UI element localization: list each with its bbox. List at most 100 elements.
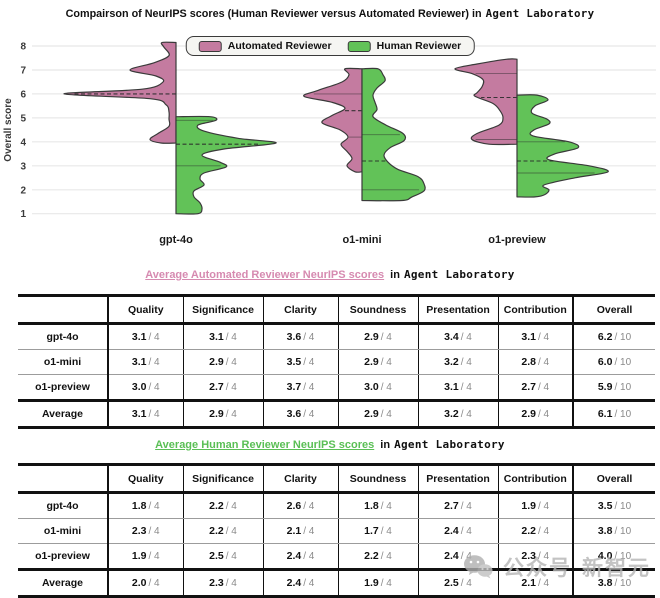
score-cell: 2.4/ 4 xyxy=(262,568,338,598)
score-cell: 2.0/ 4 xyxy=(107,568,183,598)
score-value: 6.0 xyxy=(597,356,613,368)
score-cell: 2.9/ 4 xyxy=(182,399,263,429)
score-value: 1.9 xyxy=(521,500,536,512)
score-value: 2.7 xyxy=(444,500,459,512)
score-value: 2.1 xyxy=(521,577,536,589)
header-row: Quality Significance Clarity Soundness Prese… xyxy=(18,294,655,325)
score-denominator: / 4 xyxy=(148,332,160,343)
score-denominator: / 10 xyxy=(614,578,632,589)
score-value: 3.4 xyxy=(444,331,459,343)
score-denominator: / 4 xyxy=(148,578,160,589)
score-cell: 2.7/ 4 xyxy=(497,374,573,401)
score-denominator: / 4 xyxy=(460,501,472,512)
watermark-text-2: 新智元 xyxy=(582,557,651,580)
chart-title-code: Agent Laboratory xyxy=(485,7,595,20)
column-header-quality: Quality xyxy=(107,294,183,325)
automated-reviewer-table: Quality Significance Clarity Soundness Prese… xyxy=(18,294,655,429)
score-value: 3.2 xyxy=(444,356,459,368)
score-value: 3.5 xyxy=(597,500,613,512)
chart-title: Compairson of NeurIPS scores (Human Revi… xyxy=(0,7,660,20)
score-cell: 6.1/ 10 xyxy=(572,399,655,429)
score-value: 2.4 xyxy=(286,550,302,562)
score-value: 2.1 xyxy=(286,525,302,537)
table1-title: Average Automated Reviewer NeurIPS score… xyxy=(0,268,660,281)
score-cell: 3.1/ 4 xyxy=(107,349,183,375)
score-cell: 6.0/ 10 xyxy=(572,349,655,375)
violin-gpt-4o-automated-reviewer xyxy=(63,41,177,144)
row-label: o1-mini xyxy=(18,518,108,544)
corner-cell xyxy=(18,463,108,494)
score-denominator: / 4 xyxy=(225,357,237,368)
score-denominator: / 4 xyxy=(537,382,550,393)
score-cell: 1.9/ 4 xyxy=(337,568,418,598)
score-cell: 3.8/ 10 xyxy=(572,518,655,544)
table-row-o1-preview: o1-preview 3.0/ 4 2.7/ 4 3.7/ 4 3.0/ 4 3.1/ 4… xyxy=(18,374,655,401)
y-tick-label-8: 8 xyxy=(20,42,26,53)
score-value: 2.9 xyxy=(364,408,379,420)
score-denominator: / 4 xyxy=(148,357,160,368)
violin-gpt-4o-human-reviewer xyxy=(175,115,277,215)
automated-reviewer-swatch xyxy=(198,40,222,52)
y-tick-label-2: 2 xyxy=(20,185,26,196)
score-cell: 3.7/ 4 xyxy=(262,374,338,401)
score-cell: 3.0/ 4 xyxy=(107,374,183,401)
score-denominator: / 4 xyxy=(225,409,237,420)
score-cell: 2.4/ 4 xyxy=(417,518,498,544)
violin-chart-svg: 1 2 3 4 5 6 7 8 Overall score gpt-4o o1-mini o1-pre… xyxy=(3,41,656,246)
watermark-text-1: 公众号 xyxy=(503,557,572,580)
score-denominator: / 4 xyxy=(303,551,315,562)
table-row-gpt-4o: gpt-4o 3.1/ 4 3.1/ 4 3.6/ 4 2.9/ 4 3.4/ 4 3.1/… xyxy=(18,323,655,350)
score-denominator: / 10 xyxy=(614,332,632,343)
score-cell: 3.1/ 4 xyxy=(107,399,183,429)
column-header-significance: Significance xyxy=(182,463,263,494)
score-value: 3.1 xyxy=(131,331,147,343)
score-denominator: / 4 xyxy=(537,551,550,562)
score-value: 1.7 xyxy=(364,525,379,537)
score-value: 3.1 xyxy=(444,381,459,393)
score-cell: 2.7/ 4 xyxy=(182,374,263,401)
score-cell: 1.9/ 4 xyxy=(107,543,183,570)
score-cell: 3.5/ 10 xyxy=(572,492,655,519)
row-label: Average xyxy=(18,568,108,598)
score-cell: 2.5/ 4 xyxy=(182,543,263,570)
column-header-soundness: Soundness xyxy=(337,294,418,325)
x-category-label-gpt-4o: gpt-4o xyxy=(159,234,193,246)
score-cell: 2.3/ 4 xyxy=(182,568,263,598)
score-value: 2.4 xyxy=(444,525,459,537)
score-denominator: / 4 xyxy=(537,578,550,589)
table2-title-colored: Average Human Reviewer NeurIPS scores xyxy=(155,439,375,451)
table-row-o1-preview: o1-preview 1.9/ 4 2.5/ 4 2.4/ 4 2.2/ 4 2.4/ 4… xyxy=(18,543,655,570)
score-value: 5.9 xyxy=(597,381,613,393)
score-denominator: / 4 xyxy=(460,332,472,343)
score-denominator: / 4 xyxy=(537,526,550,537)
score-value: 2.9 xyxy=(521,408,536,420)
column-header-significance: Significance xyxy=(182,294,263,325)
score-cell: 2.2/ 4 xyxy=(182,492,263,519)
table-row-o1-mini: o1-mini 2.3/ 4 2.2/ 4 2.1/ 4 1.7/ 4 2.4/ 4 2.2… xyxy=(18,518,655,544)
legend-item-automated: Automated Reviewer xyxy=(198,40,332,52)
column-header-presentation: Presentation xyxy=(417,294,498,325)
score-value: 3.0 xyxy=(131,381,147,393)
score-value: 4.0 xyxy=(597,550,613,562)
score-denominator: / 10 xyxy=(614,357,632,368)
x-category-label-o1-preview: o1-preview xyxy=(488,234,546,246)
score-denominator: / 10 xyxy=(614,409,632,420)
score-denominator: / 4 xyxy=(148,409,160,420)
score-cell: 3.1/ 4 xyxy=(417,374,498,401)
score-cell: 6.2/ 10 xyxy=(572,323,655,350)
score-denominator: / 4 xyxy=(380,578,392,589)
human-reviewer-table: Quality Significance Clarity Soundness Prese… xyxy=(18,463,655,598)
score-denominator: / 4 xyxy=(303,357,315,368)
score-value: 1.8 xyxy=(364,500,379,512)
score-denominator: / 4 xyxy=(460,409,472,420)
score-denominator: / 4 xyxy=(380,551,392,562)
score-cell: 3.1/ 4 xyxy=(182,323,263,350)
score-cell: 2.1/ 4 xyxy=(262,518,338,544)
score-value: 3.2 xyxy=(444,408,459,420)
table-row-o1-mini: o1-mini 3.1/ 4 2.9/ 4 3.5/ 4 2.9/ 4 3.2/ 4 2.8… xyxy=(18,349,655,375)
column-header-soundness: Soundness xyxy=(337,463,418,494)
score-cell: 3.6/ 4 xyxy=(262,399,338,429)
score-value: 2.6 xyxy=(286,500,302,512)
score-value: 3.8 xyxy=(597,525,613,537)
y-tick-label-4: 4 xyxy=(20,137,26,148)
